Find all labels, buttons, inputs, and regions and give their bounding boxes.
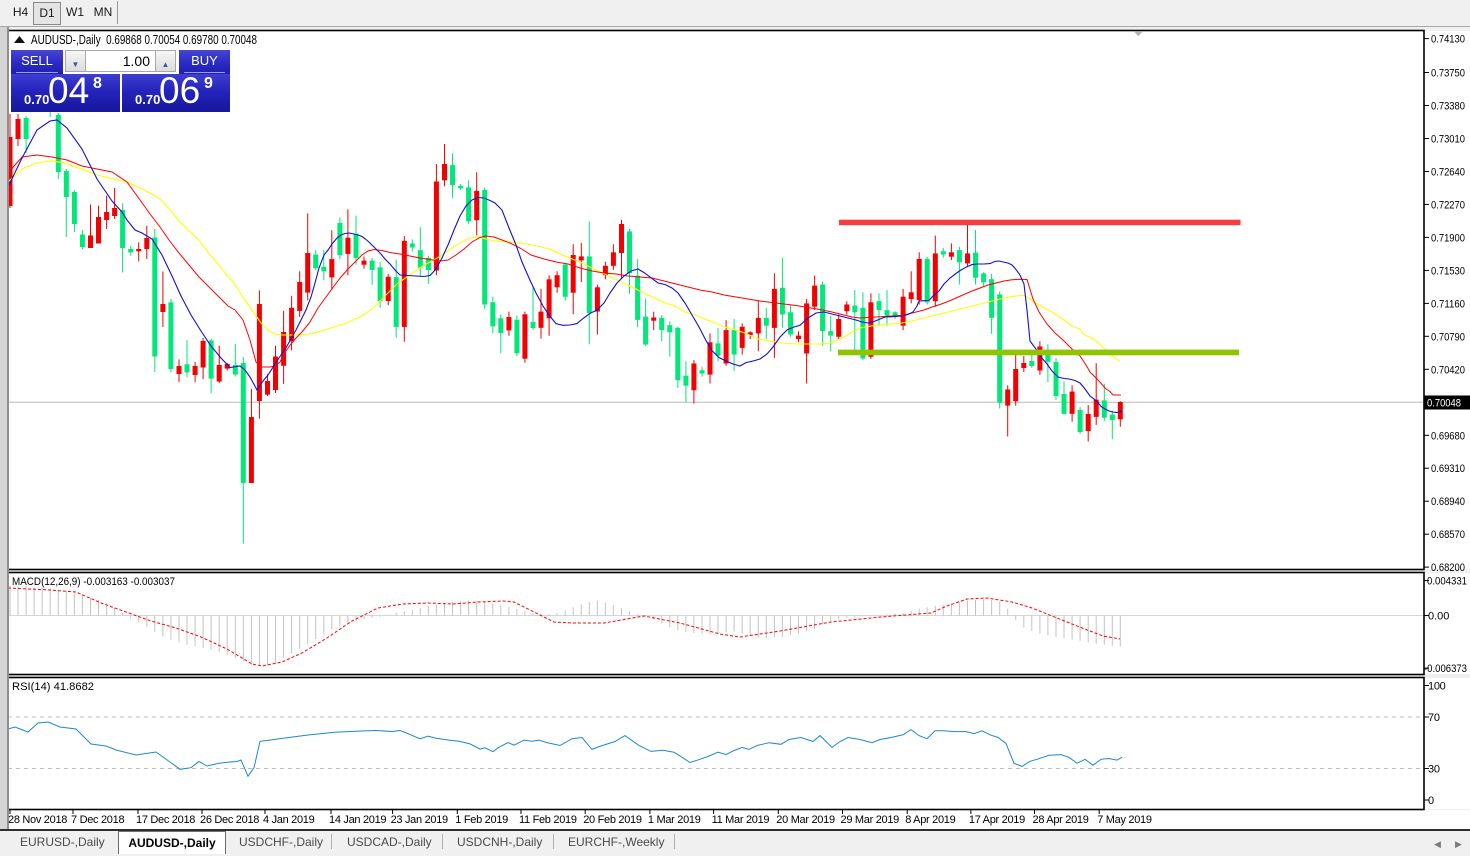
svg-text:30: 30	[1428, 764, 1440, 776]
svg-text:1 Mar 2019: 1 Mar 2019	[648, 814, 701, 826]
svg-text:0.69310: 0.69310	[1431, 463, 1465, 475]
svg-text:20 Mar 2019: 20 Mar 2019	[776, 814, 835, 826]
svg-text:MACD(12,26,9) -0.003163 -0.003: MACD(12,26,9) -0.003163 -0.003037	[12, 576, 175, 588]
svg-text:RSI(14) 41.8682: RSI(14) 41.8682	[12, 681, 94, 693]
svg-text:8 Apr 2019: 8 Apr 2019	[905, 814, 955, 826]
svg-text:0.68940: 0.68940	[1431, 496, 1465, 508]
svg-text:0.70048: 0.70048	[1427, 398, 1461, 410]
svg-text:0.68570: 0.68570	[1431, 529, 1465, 541]
svg-text:0.70420: 0.70420	[1431, 364, 1465, 376]
svg-text:100: 100	[1428, 681, 1446, 693]
svg-text:1 Feb 2019: 1 Feb 2019	[455, 814, 508, 826]
svg-text:0.71160: 0.71160	[1431, 298, 1465, 310]
svg-text:0.71900: 0.71900	[1431, 232, 1465, 244]
svg-text:26 Dec 2018: 26 Dec 2018	[200, 814, 259, 826]
svg-text:4 Jan 2019: 4 Jan 2019	[263, 814, 315, 826]
svg-text:20 Feb 2019: 20 Feb 2019	[583, 814, 642, 826]
svg-text:0.74130: 0.74130	[1431, 34, 1465, 46]
svg-text:17 Dec 2018: 17 Dec 2018	[136, 814, 195, 826]
svg-text:0: 0	[1428, 795, 1434, 807]
svg-text:0.73750: 0.73750	[1431, 68, 1465, 80]
svg-text:23 Jan 2019: 23 Jan 2019	[391, 814, 448, 826]
svg-text:11 Feb 2019: 11 Feb 2019	[519, 814, 577, 826]
svg-text:17 Apr 2019: 17 Apr 2019	[969, 814, 1025, 826]
svg-text:0.73380: 0.73380	[1431, 101, 1465, 113]
svg-text:28 Apr 2019: 28 Apr 2019	[1033, 814, 1089, 826]
svg-text:28 Nov 2018: 28 Nov 2018	[8, 814, 67, 826]
svg-text:14 Jan 2019: 14 Jan 2019	[329, 814, 386, 826]
svg-text:70: 70	[1428, 712, 1440, 724]
svg-text:AUDUSD-,Daily 0.69868 0.70054: AUDUSD-,Daily 0.69868 0.70054 0.69780 0.…	[31, 33, 257, 47]
svg-text:0.004331: 0.004331	[1427, 576, 1467, 588]
svg-text:-0.006373: -0.006373	[1424, 663, 1467, 675]
svg-text:0.68200: 0.68200	[1431, 562, 1465, 574]
svg-text:29 Mar 2019: 29 Mar 2019	[841, 814, 900, 826]
svg-text:0.71530: 0.71530	[1431, 265, 1465, 277]
svg-text:0.72640: 0.72640	[1431, 167, 1465, 179]
svg-text:0.72270: 0.72270	[1431, 199, 1465, 211]
svg-text:11 Mar 2019: 11 Mar 2019	[712, 814, 770, 826]
svg-text:7 May 2019: 7 May 2019	[1097, 814, 1152, 826]
svg-text:0.70790: 0.70790	[1431, 331, 1465, 343]
svg-text:0.00: 0.00	[1428, 611, 1449, 623]
svg-text:0.73010: 0.73010	[1431, 134, 1465, 146]
svg-text:0.69680: 0.69680	[1431, 430, 1465, 442]
svg-text:7 Dec 2018: 7 Dec 2018	[71, 814, 124, 826]
